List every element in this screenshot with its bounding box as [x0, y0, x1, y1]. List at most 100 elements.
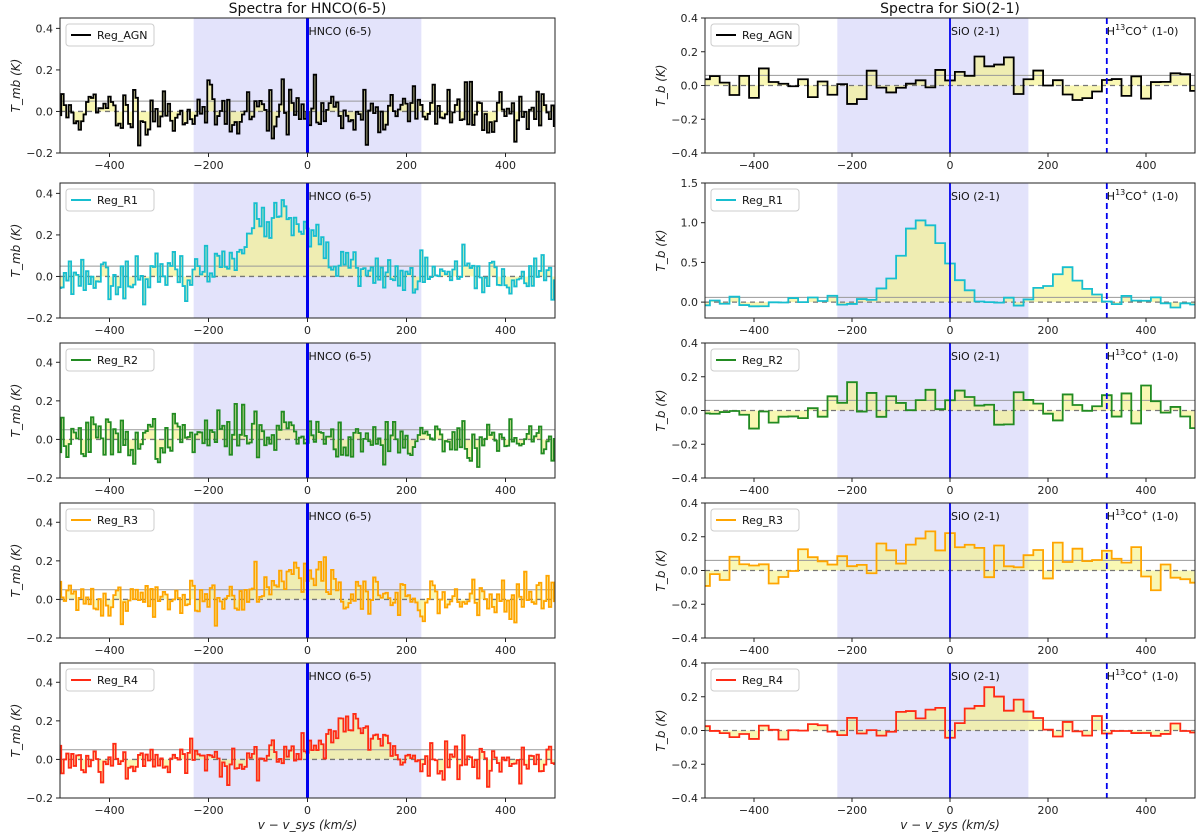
panel-plot-area: HNCO (6-5) — [60, 183, 555, 318]
spectrum-panel: SiO (2-1) H13CO+ (1-0) −0.4 −0.2 0.0 0.2 0.4 −4… — [654, 12, 1196, 172]
legend: Reg_AGN — [710, 23, 800, 47]
label-superscript: + — [1142, 668, 1149, 677]
x-tick-label: 400 — [495, 804, 516, 817]
x-tick-label: −400 — [94, 804, 124, 817]
y-tick-label: 0.0 — [36, 270, 54, 283]
label-superscript: + — [1142, 348, 1149, 357]
x-tick-label: 400 — [495, 324, 516, 337]
label-superscript: 13 — [1115, 668, 1125, 677]
label-part: (1-0) — [1148, 25, 1178, 38]
legend: Reg_R1 — [710, 188, 800, 212]
legend: Reg_R2 — [710, 348, 800, 372]
y-tick-label: 0.4 — [36, 676, 54, 689]
label-part: H — [1107, 25, 1115, 38]
spectrum-panel: HNCO (6-5) −0.2 0.0 0.2 0.4 −400 −200 0 200 400 T_… — [9, 502, 556, 657]
label-part: (1-0) — [1148, 510, 1178, 523]
x-tick-label: 0 — [304, 804, 311, 817]
x-tick-label: −200 — [193, 484, 223, 497]
legend-label: Reg_R1 — [97, 194, 138, 207]
y-tick-label: 0.2 — [36, 229, 54, 242]
x-tick-label: 0 — [947, 644, 954, 657]
spectrum-panel: SiO (2-1) H13CO+ (1-0) −0.4 −0.2 0.0 0.2 0.4 −4… — [654, 657, 1196, 817]
line-rest-label: HNCO (6-5) — [309, 190, 372, 203]
panel-plot-area: HNCO (6-5) — [60, 663, 555, 798]
x-tick-label: 0 — [947, 159, 954, 172]
y-axis-label: T_b (K) — [654, 550, 668, 592]
y-tick-label: 0.4 — [681, 12, 699, 25]
panel-plot-area: SiO (2-1) H13CO+ (1-0) — [705, 18, 1195, 153]
y-tick-label: 0.2 — [36, 715, 54, 728]
label-part: (1-0) — [1148, 350, 1178, 363]
line-rest-label: HNCO (6-5) — [309, 510, 372, 523]
x-tick-label: −200 — [193, 324, 223, 337]
label-part: H — [1107, 670, 1115, 683]
panel-plot-area: HNCO (6-5) — [60, 503, 555, 638]
y-tick-label: 0.0 — [681, 296, 699, 309]
y-tick-label: 0.0 — [36, 433, 54, 446]
legend-label: Reg_AGN — [742, 29, 792, 42]
legend-box — [710, 348, 800, 372]
y-tick-label: −0.2 — [671, 438, 698, 451]
y-axis-label: T_mb (K) — [9, 224, 23, 278]
x-axis-label: v − v_sys (km/s) — [258, 818, 358, 832]
y-tick-label: 0.2 — [36, 555, 54, 568]
y-tick-label: 0.4 — [681, 337, 699, 350]
legend: Reg_R3 — [710, 508, 800, 532]
legend: Reg_R3 — [65, 508, 155, 532]
x-tick-label: −200 — [837, 804, 867, 817]
x-tick-label: −200 — [837, 324, 867, 337]
legend-box — [710, 23, 800, 47]
y-tick-label: −0.4 — [671, 147, 698, 160]
label-part: H — [1107, 510, 1115, 523]
legend-box — [710, 668, 800, 692]
panel-plot-area: SiO (2-1) H13CO+ (1-0) — [705, 343, 1195, 478]
label-superscript: + — [1142, 188, 1149, 197]
legend-label: Reg_R2 — [97, 354, 138, 367]
x-tick-label: 0 — [304, 324, 311, 337]
label-part: H — [1107, 190, 1115, 203]
x-tick-label: −400 — [94, 159, 124, 172]
line-rest-label: HNCO (6-5) — [309, 350, 372, 363]
x-tick-label: 400 — [1136, 159, 1157, 172]
y-axis-label: T_b (K) — [654, 390, 668, 432]
x-tick-label: −200 — [193, 804, 223, 817]
spectrum-panel: HNCO (6-5) −0.2 0.0 0.2 0.4 −400 −200 0 200 400 T_… — [9, 17, 556, 172]
y-tick-label: 0.4 — [36, 516, 54, 529]
x-tick-label: −200 — [193, 159, 223, 172]
legend-box — [65, 348, 155, 372]
secondary-line-label: H13CO+ (1-0) — [1107, 23, 1179, 38]
label-part: CO — [1125, 25, 1142, 38]
x-tick-label: −400 — [739, 324, 769, 337]
label-part: (1-0) — [1148, 190, 1178, 203]
label-part: CO — [1125, 510, 1142, 523]
line-rest-label: SiO (2-1) — [951, 25, 1000, 38]
y-tick-label: −0.2 — [26, 312, 53, 325]
y-tick-label: −0.2 — [671, 113, 698, 126]
x-tick-label: −400 — [94, 324, 124, 337]
y-tick-label: 0.0 — [681, 405, 699, 418]
y-tick-label: −0.4 — [671, 632, 698, 645]
y-axis-label: T_b (K) — [654, 710, 668, 752]
x-tick-label: −400 — [94, 644, 124, 657]
y-tick-label: 0.4 — [36, 187, 54, 200]
y-tick-label: 0.5 — [681, 256, 699, 269]
legend: Reg_R2 — [65, 348, 155, 372]
legend-label: Reg_R1 — [742, 194, 783, 207]
legend-label: Reg_R4 — [97, 674, 138, 687]
legend-label: Reg_R3 — [97, 514, 138, 527]
y-tick-label: 0.4 — [681, 657, 699, 670]
x-axis-label: v − v_sys (km/s) — [900, 818, 1000, 832]
y-tick-label: 0.0 — [36, 593, 54, 606]
x-tick-label: 200 — [1038, 159, 1059, 172]
x-tick-label: 0 — [947, 804, 954, 817]
legend-label: Reg_R2 — [742, 354, 783, 367]
y-tick-label: −0.2 — [26, 472, 53, 485]
panel-plot-area: SiO (2-1) H13CO+ (1-0) — [705, 663, 1195, 798]
spectrum-panel: SiO (2-1) H13CO+ (1-0) −0.4 −0.2 0.0 0.2 0.4 −4… — [654, 337, 1196, 497]
x-tick-label: −200 — [837, 159, 867, 172]
y-tick-label: 0.0 — [36, 753, 54, 766]
label-part: CO — [1125, 350, 1142, 363]
y-tick-label: 0.0 — [681, 565, 699, 578]
y-tick-label: 0.2 — [681, 691, 699, 704]
x-tick-label: 400 — [495, 484, 516, 497]
